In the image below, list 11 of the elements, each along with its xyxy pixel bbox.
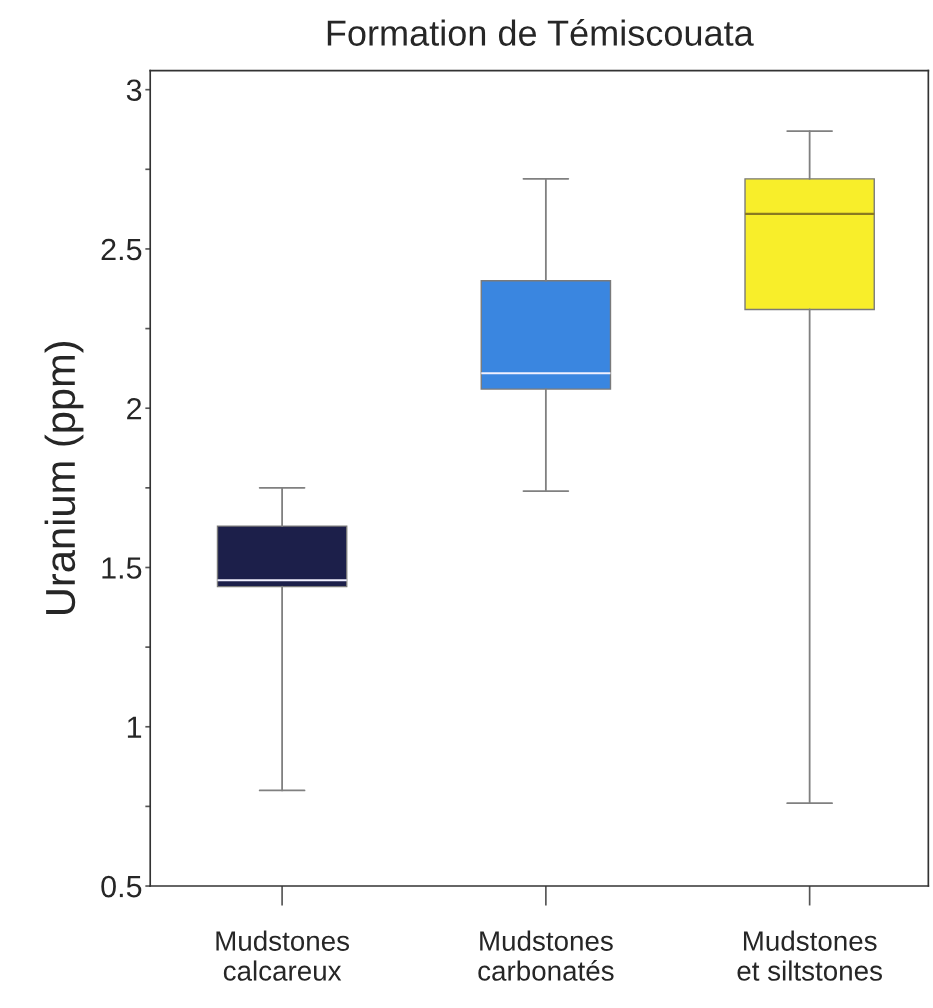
chart-title: Formation de Témiscouata xyxy=(327,18,754,46)
x-tick-label: Mudstones calcareux xyxy=(216,930,350,981)
y-tick-label: 1 xyxy=(127,716,142,738)
y-tick-label: 2.5 xyxy=(101,238,142,261)
y-tick-label: 0.5 xyxy=(101,875,142,898)
y-tick-label: 1.5 xyxy=(102,557,142,579)
x-tick-label: Mudstones et siltstones xyxy=(737,930,882,981)
y-tick-label: 3 xyxy=(126,79,142,102)
y-tick-label: 2 xyxy=(127,397,142,420)
y-axis-title: Uranium (ppm) xyxy=(44,341,84,614)
x-tick-label: Mudstones carbonatés xyxy=(478,930,614,981)
